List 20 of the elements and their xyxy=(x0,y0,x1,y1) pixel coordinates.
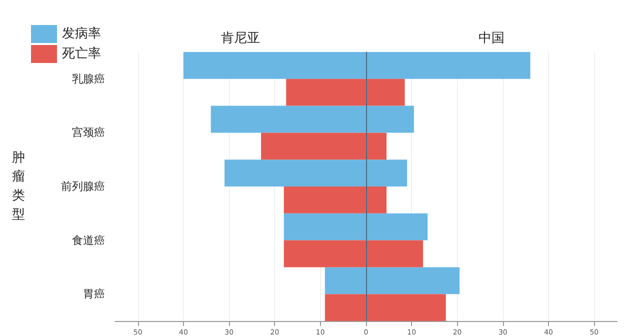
bar xyxy=(261,132,387,160)
text: 中国 xyxy=(478,30,504,45)
bar xyxy=(324,267,460,294)
bar xyxy=(284,240,424,268)
bar xyxy=(183,52,530,79)
bar xyxy=(224,160,408,186)
bar xyxy=(210,106,414,133)
legend-label: 死亡率 xyxy=(62,46,101,62)
y-tick-label: 宫颈癌 xyxy=(72,126,105,140)
y-tick-label: 食道癌 xyxy=(72,234,105,247)
y-tick-label: 胃癌 xyxy=(83,288,105,301)
bar xyxy=(284,186,387,214)
y-axis-title: 肿瘤类型 xyxy=(12,150,25,222)
legend-label: 发病率 xyxy=(62,26,101,42)
bar xyxy=(284,213,428,240)
bar xyxy=(286,78,405,106)
text: 肯尼亚 xyxy=(221,30,260,45)
bar xyxy=(324,294,446,321)
y-tick-label: 前列腺癌 xyxy=(61,180,105,193)
y-tick-label: 乳腺癌 xyxy=(72,72,105,86)
